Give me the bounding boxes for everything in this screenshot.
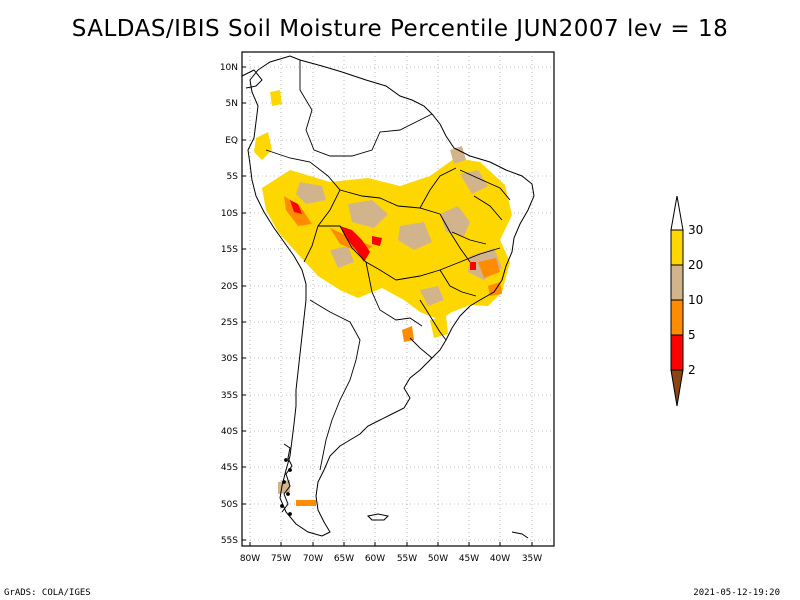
- lon-tick-label: 45W: [459, 554, 479, 564]
- colorbar-label-2: 2: [688, 363, 696, 377]
- falkland-islands: [366, 513, 390, 521]
- lat-tick-label: 10S: [221, 209, 238, 219]
- coastline-south-america: [247, 55, 535, 537]
- lat-tick-label: 10N: [220, 63, 238, 73]
- lon-tick-label: 60W: [365, 554, 385, 564]
- lat-tick-label: 50S: [221, 500, 238, 510]
- colorbar-bottom-arrow: [670, 369, 684, 407]
- chile-fjords: [280, 443, 293, 516]
- shade-10-20-a: [296, 182, 326, 204]
- shade-north-b: [270, 90, 282, 106]
- colorbar: 30 20 10 5 2: [670, 195, 703, 407]
- lat-tick-label: 25S: [221, 318, 238, 328]
- colorbar-20-30: [670, 229, 684, 266]
- shade-2-5-c: [470, 262, 476, 270]
- shade-10-20-c: [440, 206, 470, 236]
- colorbar-label-20: 20: [688, 258, 703, 272]
- south-georgia: [511, 531, 529, 539]
- plot-frame: [241, 51, 555, 547]
- graticule: [242, 52, 554, 546]
- shade-10-20-f: [398, 222, 432, 250]
- lon-tick-label: 65W: [334, 554, 354, 564]
- lat-tick-label: 45S: [221, 463, 238, 473]
- shade-patagonia-a: [296, 500, 316, 506]
- lat-tick-label: 35S: [221, 391, 238, 401]
- lon-tick-label: 75W: [271, 554, 291, 564]
- coastline-central-america: [241, 69, 263, 89]
- shade-north-a: [254, 132, 272, 160]
- lon-tick-label: 55W: [397, 554, 417, 564]
- lon-tick-label: 70W: [303, 554, 323, 564]
- shade-2-5-b: [372, 236, 382, 246]
- shade-5-10-d: [402, 326, 414, 342]
- longitude-ticks: 80W 75W 70W 65W 60W 55W 50W 45W 40W 35W: [240, 542, 542, 564]
- lon-tick-label: 80W: [240, 554, 260, 564]
- lat-tick-label: 15S: [221, 245, 238, 255]
- country-borders: [265, 60, 511, 471]
- shade-2-5-a: [290, 200, 302, 214]
- lon-tick-label: 50W: [428, 554, 448, 564]
- lat-tick-label: 30S: [221, 354, 238, 364]
- colorbar-2-5: [670, 334, 684, 371]
- map-title: SALDAS/IBIS Soil Moisture Percentile JUN…: [71, 16, 729, 42]
- lon-tick-label: 35W: [522, 554, 542, 564]
- lat-tick-label: 5N: [226, 99, 238, 109]
- lat-tick-label: 55S: [221, 536, 238, 546]
- colorbar-top-arrow: [670, 195, 684, 231]
- lon-tick-label: 40W: [490, 554, 510, 564]
- colorbar-label-10: 10: [688, 293, 703, 307]
- lat-tick-label: 40S: [221, 427, 238, 437]
- colorbar-5-10: [670, 299, 684, 336]
- lat-tick-label: 5S: [227, 172, 239, 182]
- shade-10-20-h: [420, 286, 444, 306]
- lat-tick-label: EQ: [225, 136, 238, 146]
- shade-10-20-b: [348, 200, 388, 228]
- lat-tick-label: 20S: [221, 282, 238, 292]
- shade-5-10-c: [478, 258, 500, 278]
- shade-north-c: [450, 146, 466, 164]
- colorbar-label-30: 30: [688, 223, 703, 237]
- shade-south-a: [430, 316, 448, 338]
- colorbar-label-5: 5: [688, 328, 696, 342]
- shade-2-5-pantanal: [340, 226, 370, 262]
- shade-10-20-g: [330, 246, 354, 268]
- colorbar-10-20: [670, 264, 684, 301]
- shade-10-20-d: [460, 170, 488, 194]
- latitude-ticks: 10N 5N EQ 5S 10S 15S 20S 25S 30S 35S 40S 45S 50S 55S: [220, 63, 246, 546]
- footer-credit: GrADS: COLA/IGES: [4, 588, 91, 598]
- percentile-shading: [254, 90, 512, 506]
- footer-timestamp: 2021-05-12-19:20: [693, 588, 780, 598]
